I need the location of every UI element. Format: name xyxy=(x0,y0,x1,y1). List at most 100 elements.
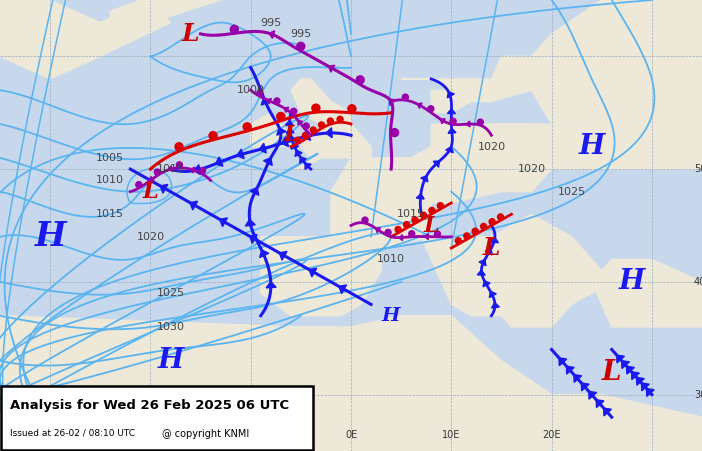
Polygon shape xyxy=(282,137,289,147)
Polygon shape xyxy=(483,281,490,287)
Polygon shape xyxy=(421,237,512,316)
Circle shape xyxy=(337,116,343,122)
Polygon shape xyxy=(531,0,652,124)
Circle shape xyxy=(412,217,418,223)
Text: 995: 995 xyxy=(290,29,312,39)
Polygon shape xyxy=(489,291,496,298)
Polygon shape xyxy=(160,184,168,193)
Circle shape xyxy=(297,42,305,51)
Circle shape xyxy=(257,90,263,96)
Text: 1010: 1010 xyxy=(377,254,405,264)
Polygon shape xyxy=(440,119,445,124)
Polygon shape xyxy=(433,161,439,167)
Circle shape xyxy=(230,25,238,33)
Circle shape xyxy=(481,223,486,230)
Circle shape xyxy=(303,133,308,138)
Polygon shape xyxy=(331,158,431,248)
Circle shape xyxy=(385,230,391,235)
Polygon shape xyxy=(250,188,259,195)
Polygon shape xyxy=(581,383,589,391)
Text: 1020: 1020 xyxy=(477,142,505,152)
Circle shape xyxy=(409,231,415,237)
Polygon shape xyxy=(251,113,291,147)
Text: Issued at 26-02 / 08:10 UTC: Issued at 26-02 / 08:10 UTC xyxy=(10,429,135,438)
Polygon shape xyxy=(298,120,303,125)
Polygon shape xyxy=(329,65,335,72)
Polygon shape xyxy=(390,99,395,106)
Text: 1025: 1025 xyxy=(157,288,185,298)
Polygon shape xyxy=(305,163,311,170)
Polygon shape xyxy=(291,327,361,417)
Polygon shape xyxy=(266,281,276,288)
Circle shape xyxy=(472,228,478,234)
Circle shape xyxy=(277,112,285,120)
Polygon shape xyxy=(190,201,198,210)
Circle shape xyxy=(498,214,503,220)
Text: 1020: 1020 xyxy=(517,164,545,174)
Circle shape xyxy=(303,123,310,129)
Text: L: L xyxy=(482,236,501,260)
Polygon shape xyxy=(260,250,269,258)
Text: @ copyright KNMI: @ copyright KNMI xyxy=(162,429,249,439)
Circle shape xyxy=(390,129,399,137)
Polygon shape xyxy=(477,270,485,275)
Text: 1020: 1020 xyxy=(136,232,164,242)
Text: Analysis for Wed 26 Feb 2025 06 UTC: Analysis for Wed 26 Feb 2025 06 UTC xyxy=(10,399,289,412)
Polygon shape xyxy=(286,120,293,125)
Polygon shape xyxy=(237,149,244,159)
Text: 1015: 1015 xyxy=(157,164,185,174)
Polygon shape xyxy=(284,107,289,112)
Polygon shape xyxy=(191,167,195,173)
Circle shape xyxy=(274,98,280,104)
Text: 0E: 0E xyxy=(345,430,357,440)
Text: 30N: 30N xyxy=(694,390,702,400)
Circle shape xyxy=(310,127,317,133)
Polygon shape xyxy=(110,0,220,23)
Polygon shape xyxy=(279,251,287,260)
Polygon shape xyxy=(531,0,702,169)
Polygon shape xyxy=(632,372,640,380)
Circle shape xyxy=(327,118,333,124)
Circle shape xyxy=(456,238,461,244)
Circle shape xyxy=(295,137,300,143)
Polygon shape xyxy=(220,218,227,227)
Circle shape xyxy=(477,119,484,125)
Circle shape xyxy=(450,118,456,124)
Polygon shape xyxy=(194,165,201,175)
Text: L: L xyxy=(143,181,158,202)
Polygon shape xyxy=(245,220,256,226)
Text: 1030: 1030 xyxy=(157,322,185,332)
FancyBboxPatch shape xyxy=(1,386,313,450)
Polygon shape xyxy=(446,147,453,153)
Circle shape xyxy=(428,106,434,112)
Circle shape xyxy=(435,231,440,237)
Text: H: H xyxy=(618,268,645,295)
Polygon shape xyxy=(269,31,274,38)
Circle shape xyxy=(209,132,217,140)
Polygon shape xyxy=(288,136,296,142)
Polygon shape xyxy=(263,158,272,166)
Polygon shape xyxy=(485,249,492,255)
Polygon shape xyxy=(249,235,257,244)
Text: L: L xyxy=(283,124,298,146)
Polygon shape xyxy=(637,377,644,385)
Polygon shape xyxy=(616,355,625,363)
Text: 1005: 1005 xyxy=(96,153,124,163)
Circle shape xyxy=(154,169,160,175)
Polygon shape xyxy=(448,128,456,133)
Text: 20E: 20E xyxy=(543,430,561,440)
Polygon shape xyxy=(401,124,552,203)
Polygon shape xyxy=(168,166,173,171)
Circle shape xyxy=(243,123,251,131)
Polygon shape xyxy=(401,0,652,101)
Polygon shape xyxy=(295,150,302,156)
Polygon shape xyxy=(309,268,317,277)
Polygon shape xyxy=(574,375,582,382)
Polygon shape xyxy=(479,260,486,266)
Polygon shape xyxy=(471,214,611,327)
Circle shape xyxy=(489,219,495,225)
Polygon shape xyxy=(642,383,649,391)
Circle shape xyxy=(348,105,356,113)
Text: L: L xyxy=(602,359,621,386)
Circle shape xyxy=(356,76,364,84)
